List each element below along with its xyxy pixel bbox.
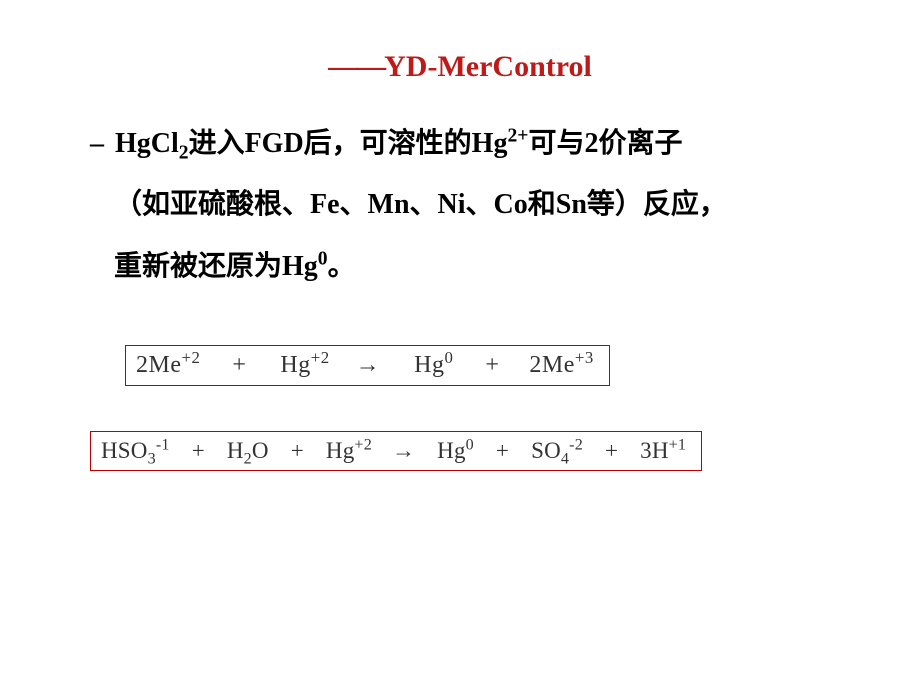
eq2-h2o-h: H <box>227 438 244 463</box>
eq2-sub1: 3 <box>148 451 156 468</box>
eq2-sub2: 2 <box>244 451 252 468</box>
slide: ——YD-MerControl – HgCl2进入FGD后，可溶性的Hg2+可与… <box>0 0 920 690</box>
text-period: 。 <box>328 251 356 282</box>
body-line-3: 重新被还原为Hg0。 <box>90 249 860 285</box>
text-metals: （如亚硫酸根、Fe、Mn、Ni、Co和Sn等）反应， <box>114 189 727 220</box>
bullet-dash: – <box>90 126 108 162</box>
title-text: YD-MerControl <box>384 50 592 83</box>
slide-title: ——YD-MerControl <box>60 50 860 84</box>
eq2-hg0: Hg <box>437 438 466 463</box>
eq2-plus1: + <box>192 438 205 463</box>
eq1-plus1: + <box>232 352 246 378</box>
eq2-h2o-o: O <box>252 438 269 463</box>
eq2-so4: SO <box>531 438 561 463</box>
eq2-sup5: +1 <box>669 437 687 454</box>
body-line-2: （如亚硫酸根、Fe、Mn、Ni、Co和Sn等）反应， <box>90 187 860 223</box>
equation-2: HSO3-1+H2O+Hg+2→Hg0+SO4-2+3H+1 <box>90 431 702 471</box>
eq2-plus2: + <box>291 438 304 463</box>
eq1-arrow: → <box>356 352 381 378</box>
text-reduce: 重新被还原为Hg <box>114 251 318 282</box>
equation-2-wrap: HSO3-1+H2O+Hg+2→Hg0+SO4-2+3H+1 <box>90 431 860 471</box>
sup-2plus: 2+ <box>507 126 528 147</box>
eq2-sup2: +2 <box>354 437 372 454</box>
eq2-plus3: + <box>496 438 509 463</box>
eq1-sup3: 0 <box>444 348 453 367</box>
text-fgd: 进入FGD后，可溶性的Hg <box>189 128 508 159</box>
eq2-sub3: 4 <box>561 451 569 468</box>
equation-1: 2Me+2+Hg+2→Hg0+2Me+3 <box>125 345 610 386</box>
eq1-sup1: +2 <box>182 348 201 367</box>
eq2-hg: Hg <box>326 438 355 463</box>
eq1-plus2: + <box>485 352 499 378</box>
eq2-plus4: + <box>605 438 618 463</box>
eq2-hso3: HSO <box>101 438 148 463</box>
eq2-sup1: -1 <box>156 437 170 454</box>
eq1-hg: Hg <box>280 352 310 378</box>
equation-1-wrap: 2Me+2+Hg+2→Hg0+2Me+3 <box>125 345 860 386</box>
eq2-arrow: → <box>392 438 415 463</box>
text-hgcl: HgCl <box>115 128 179 159</box>
eq1-2me: 2Me <box>136 352 182 378</box>
eq1-sup4: +3 <box>575 348 594 367</box>
sub-2: 2 <box>179 143 189 164</box>
eq1-hg0: Hg <box>414 352 444 378</box>
title-dash: —— <box>328 50 384 83</box>
eq2-3h: 3H <box>640 438 669 463</box>
eq2-sup3: 0 <box>466 437 474 454</box>
sup-0: 0 <box>318 248 328 269</box>
eq1-sup2: +2 <box>311 348 330 367</box>
body-text: – HgCl2进入FGD后，可溶性的Hg2+可与2价离子 （如亚硫酸根、Fe、M… <box>90 126 860 285</box>
text-ion: 可与2价离子 <box>528 128 682 159</box>
body-line-1: – HgCl2进入FGD后，可溶性的Hg2+可与2价离子 <box>90 126 860 162</box>
eq1-2me3: 2Me <box>529 352 575 378</box>
eq2-sup4: -2 <box>569 437 583 454</box>
